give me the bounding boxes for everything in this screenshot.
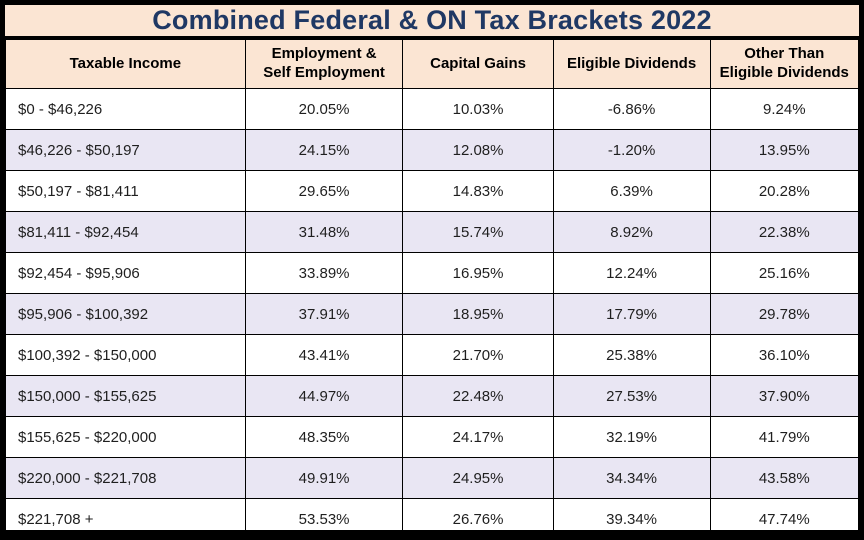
rate-cell: 26.76% (402, 498, 554, 540)
rate-cell: 16.95% (402, 252, 554, 294)
bracket-cell: $100,392 - $150,000 (5, 334, 246, 376)
bracket-cell: $150,000 - $155,625 (5, 375, 246, 417)
rate-cell: 43.41% (244, 334, 404, 376)
rate-cell: 39.34% (552, 498, 711, 540)
bracket-cell: $155,625 - $220,000 (5, 416, 246, 458)
rate-cell: 24.15% (244, 129, 404, 171)
rate-cell: 37.90% (709, 375, 860, 417)
table-row: $150,000 - $155,625 44.97% 22.48% 27.53%… (5, 375, 860, 417)
rate-cell: 18.95% (402, 293, 554, 335)
rate-cell: 6.39% (552, 170, 711, 212)
rate-cell: 27.53% (552, 375, 711, 417)
rate-cell: 24.95% (402, 457, 554, 499)
rate-cell: 37.91% (244, 293, 404, 335)
rate-cell: 44.97% (244, 375, 404, 417)
rate-cell: 13.95% (709, 129, 860, 171)
rate-cell: 8.92% (552, 211, 711, 253)
bracket-cell: $0 - $46,226 (5, 88, 246, 130)
table-row: $0 - $46,226 20.05% 10.03% -6.86% 9.24% (5, 88, 860, 130)
table-row: $100,392 - $150,000 43.41% 21.70% 25.38%… (5, 334, 860, 376)
rate-cell: 25.38% (552, 334, 711, 376)
header-row: Taxable Income Employment & Self Employm… (5, 39, 860, 89)
rate-cell: 22.38% (709, 211, 860, 253)
rate-cell: 34.34% (552, 457, 711, 499)
rate-cell: 33.89% (244, 252, 404, 294)
table-row: $50,197 - $81,411 29.65% 14.83% 6.39% 20… (5, 170, 860, 212)
rate-cell: -1.20% (552, 129, 711, 171)
bracket-cell: $221,708 + (5, 498, 246, 540)
rate-cell: 49.91% (244, 457, 404, 499)
rate-cell: 15.74% (402, 211, 554, 253)
column-header-capital-gains: Capital Gains (402, 39, 554, 89)
rate-cell: 31.48% (244, 211, 404, 253)
rate-cell: 9.24% (709, 88, 860, 130)
bracket-cell: $50,197 - $81,411 (5, 170, 246, 212)
column-header-employment: Employment & Self Employment (244, 39, 404, 89)
table-row: $220,000 - $221,708 49.91% 24.95% 34.34%… (5, 457, 860, 499)
table-row: $92,454 - $95,906 33.89% 16.95% 12.24% 2… (5, 252, 860, 294)
rate-cell: 22.48% (402, 375, 554, 417)
bracket-cell: $81,411 - $92,454 (5, 211, 246, 253)
rate-cell: 36.10% (709, 334, 860, 376)
rate-cell: 29.78% (709, 293, 860, 335)
table-row: $155,625 - $220,000 48.35% 24.17% 32.19%… (5, 416, 860, 458)
bracket-cell: $95,906 - $100,392 (5, 293, 246, 335)
table-row: $221,708 + 53.53% 26.76% 39.34% 47.74% (5, 498, 860, 540)
rate-cell: 20.28% (709, 170, 860, 212)
table-row: $95,906 - $100,392 37.91% 18.95% 17.79% … (5, 293, 860, 335)
bracket-cell: $220,000 - $221,708 (5, 457, 246, 499)
rate-cell: 43.58% (709, 457, 860, 499)
tax-brackets-table: Taxable Income Employment & Self Employm… (5, 39, 860, 540)
rate-cell: 47.74% (709, 498, 860, 540)
bracket-cell: $46,226 - $50,197 (5, 129, 246, 171)
column-header-taxable-income: Taxable Income (5, 39, 246, 89)
rate-cell: 29.65% (244, 170, 404, 212)
rate-cell: 24.17% (402, 416, 554, 458)
rate-cell: 12.08% (402, 129, 554, 171)
rate-cell: 12.24% (552, 252, 711, 294)
rate-cell: 21.70% (402, 334, 554, 376)
column-header-other-dividends: Other Than Eligible Dividends (709, 39, 860, 89)
rate-cell: 53.53% (244, 498, 404, 540)
table-row: $46,226 - $50,197 24.15% 12.08% -1.20% 1… (5, 129, 860, 171)
rate-cell: 10.03% (402, 88, 554, 130)
column-header-eligible-dividends: Eligible Dividends (552, 39, 711, 89)
rate-cell: -6.86% (552, 88, 711, 130)
rate-cell: 25.16% (709, 252, 860, 294)
rate-cell: 20.05% (244, 88, 404, 130)
page-title: Combined Federal & ON Tax Brackets 2022 (5, 5, 859, 39)
rate-cell: 41.79% (709, 416, 860, 458)
rate-cell: 17.79% (552, 293, 711, 335)
rate-cell: 14.83% (402, 170, 554, 212)
rate-cell: 48.35% (244, 416, 404, 458)
bracket-cell: $92,454 - $95,906 (5, 252, 246, 294)
table-row: $81,411 - $92,454 31.48% 15.74% 8.92% 22… (5, 211, 860, 253)
rate-cell: 32.19% (552, 416, 711, 458)
